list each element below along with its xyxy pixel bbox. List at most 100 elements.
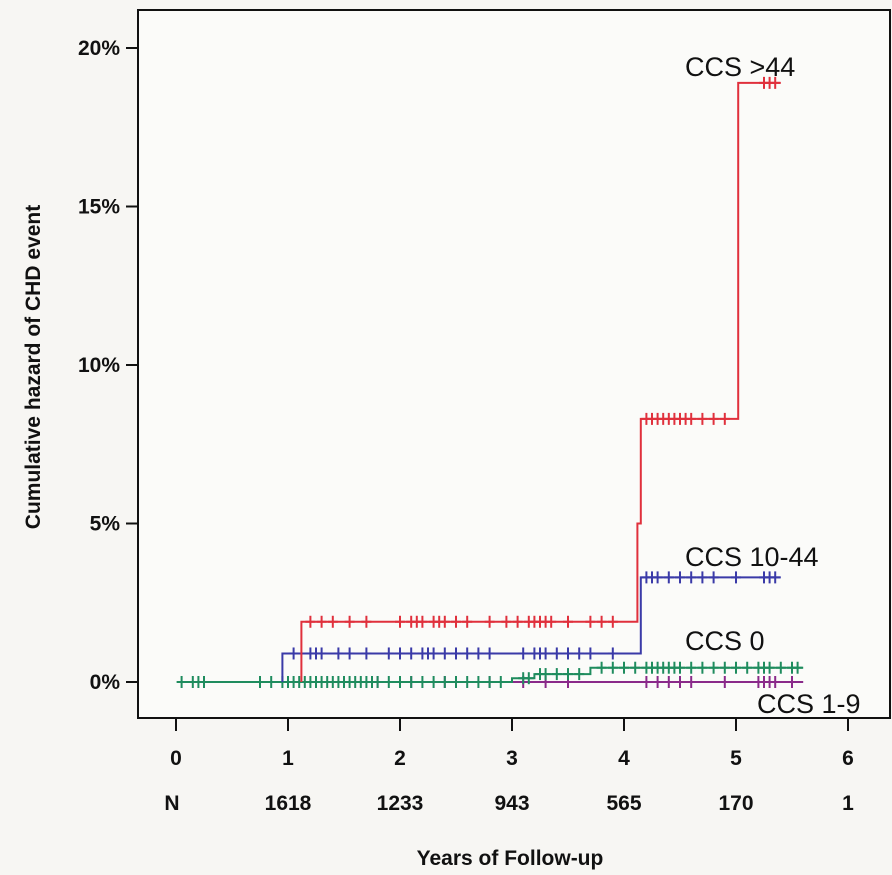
censor-mark (473, 676, 484, 688)
censor-mark (316, 615, 327, 628)
censor-mark (686, 412, 697, 425)
censor-mark (417, 615, 428, 628)
x-tick-label: 3 (506, 747, 518, 770)
censor-mark (439, 676, 450, 688)
censor-mark (652, 571, 663, 584)
plot-frame (137, 9, 891, 719)
censor-mark (770, 76, 781, 89)
x-tick-label: 0 (170, 747, 182, 770)
censor-mark (518, 647, 529, 660)
censor-mark (395, 647, 405, 660)
series-label: CCS >44 (685, 52, 795, 82)
censor-mark (574, 647, 585, 660)
censor-mark (607, 647, 618, 660)
censor-mark (641, 676, 652, 688)
plot-layer: CCS >44 CCS 10-44 CCS 0 CCS 1-9 (176, 52, 861, 719)
x-axis-label: Years of Follow-up (417, 847, 604, 870)
censor-mark (731, 661, 741, 674)
censor-mark (540, 647, 551, 660)
censor-mark (697, 661, 708, 674)
censor-mark (719, 676, 730, 688)
censor-mark (787, 676, 797, 688)
censor-mark (675, 661, 685, 674)
censor-mark (708, 571, 719, 584)
censor-mark (719, 412, 730, 425)
censor-mark (523, 672, 534, 685)
censor-mark (439, 647, 450, 660)
censor-mark (462, 615, 473, 628)
y-axis-label: Cumulative hazard of CHD event (22, 205, 45, 529)
censor-mark (663, 676, 674, 688)
censor-mark (708, 412, 719, 425)
censor-mark (501, 615, 512, 628)
censor-mark (199, 676, 209, 688)
censor-mark (462, 676, 473, 688)
censor-mark (792, 661, 803, 674)
censor-mark (630, 661, 641, 674)
censor-mark (770, 571, 781, 584)
censor-mark (770, 676, 781, 688)
censor-mark (406, 676, 417, 688)
censor-mark (764, 661, 775, 674)
at-risk-value: 943 (494, 792, 529, 815)
x-tick-label: 1 (282, 747, 294, 770)
censor-mark (607, 615, 618, 628)
at-risk-value: 1 (842, 792, 854, 815)
censor-mark (675, 571, 685, 584)
at-risk-value: 565 (606, 792, 641, 815)
censor-mark (484, 615, 495, 628)
censor-mark (551, 647, 562, 660)
censor-mark (563, 668, 573, 681)
censor-mark (439, 615, 450, 628)
censor-mark (686, 661, 697, 674)
censor-mark (372, 676, 383, 688)
series-label: CCS 1-9 (757, 689, 861, 719)
censor-mark (417, 676, 428, 688)
censor-mark (540, 668, 551, 681)
x-tick-label: 4 (618, 747, 630, 770)
censor-mark (327, 615, 338, 628)
censor-mark (361, 615, 372, 628)
y-tick-label: 10% (78, 354, 120, 377)
censor-mark (484, 676, 495, 688)
y-tick-label: 5% (90, 513, 121, 536)
censor-mark (697, 571, 708, 584)
censor-mark (775, 661, 786, 674)
censor-mark (428, 676, 439, 688)
at-risk-value: 1233 (377, 792, 424, 815)
censor-mark (495, 676, 506, 688)
censor-mark (563, 647, 573, 660)
censor-mark (451, 615, 461, 628)
at-risk-label: N (164, 792, 179, 815)
x-tick-label: 2 (394, 747, 406, 770)
censor-mark (596, 661, 607, 674)
censor-mark (742, 661, 753, 674)
censor-mark (333, 647, 344, 660)
censor-mark (176, 676, 187, 688)
censor-mark (344, 647, 355, 660)
censor-mark (607, 661, 618, 674)
y-tick-label: 0% (90, 671, 121, 694)
y-tick-label: 15% (78, 196, 120, 219)
censor-mark (708, 661, 719, 674)
censor-mark (731, 571, 741, 584)
censor-mark (574, 668, 585, 681)
censor-mark (255, 676, 265, 688)
censor-mark (344, 615, 355, 628)
censor-mark (316, 647, 327, 660)
censor-mark (546, 615, 557, 628)
censor-mark (652, 676, 663, 688)
censor-mark (395, 676, 405, 688)
censor-mark (686, 571, 697, 584)
censor-mark (596, 615, 607, 628)
censor-mark (266, 676, 277, 688)
censor-mark (484, 647, 495, 660)
censor-mark (395, 615, 405, 628)
censor-mark (473, 647, 484, 660)
at-risk-value: 170 (718, 792, 753, 815)
censor-mark (697, 412, 708, 425)
censor-mark (551, 668, 562, 681)
censor-mark (462, 647, 473, 660)
x-tick-label: 6 (842, 747, 854, 770)
